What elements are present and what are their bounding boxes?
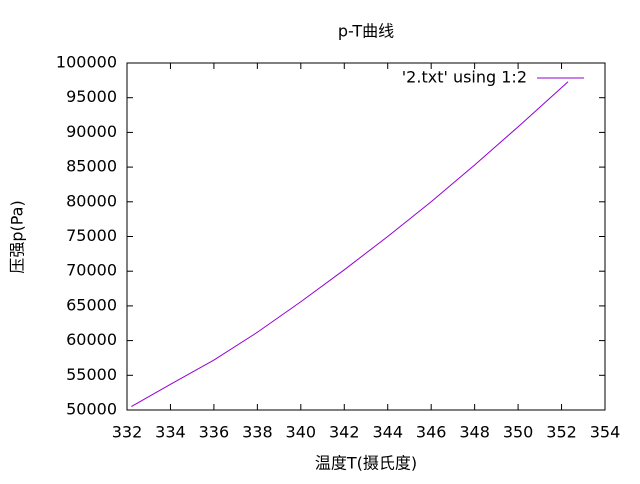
y-tick-label: 100000 — [56, 53, 117, 72]
y-tick-label: 80000 — [66, 191, 117, 210]
y-tick-label: 95000 — [66, 87, 117, 106]
x-tick-label: 350 — [503, 423, 534, 442]
x-tick-label: 336 — [199, 423, 230, 442]
y-tick-label: 65000 — [66, 295, 117, 314]
y-tick-label: 85000 — [66, 157, 117, 176]
y-tick-label: 75000 — [66, 226, 117, 245]
x-tick-label: 354 — [590, 423, 621, 442]
x-tick-label: 344 — [372, 423, 403, 442]
legend-label: '2.txt' using 1:2 — [402, 68, 527, 87]
x-tick-label: 348 — [459, 423, 490, 442]
x-tick-label: 338 — [242, 423, 273, 442]
y-tick-label: 70000 — [66, 261, 117, 280]
x-tick-label: 340 — [286, 423, 317, 442]
plot-border — [126, 62, 606, 411]
chart-title: p-T曲线 — [338, 22, 394, 41]
x-tick-label: 332 — [112, 423, 143, 442]
x-tick-label: 352 — [546, 423, 577, 442]
y-tick-label: 55000 — [66, 365, 117, 384]
x-tick-label: 346 — [416, 423, 447, 442]
x-axis-label: 温度T(摄氏度) — [315, 454, 417, 473]
x-tick-label: 342 — [329, 423, 360, 442]
y-tick-label: 50000 — [66, 400, 117, 419]
data-line — [131, 81, 569, 407]
x-tick-label: 334 — [155, 423, 186, 442]
y-tick-label: 60000 — [66, 330, 117, 349]
y-tick-label: 90000 — [66, 122, 117, 141]
y-axis-label: 压强p(Pa) — [8, 200, 27, 273]
